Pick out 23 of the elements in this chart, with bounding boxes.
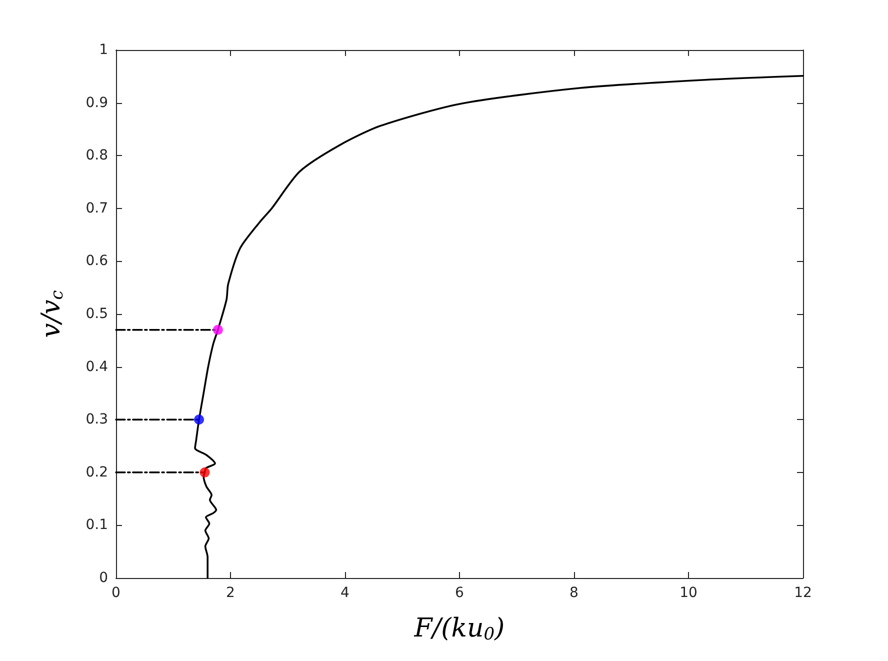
y-tick-label: 0 [99,570,108,586]
x-tick-label: 10 [680,585,698,601]
y-tick-label: 0.8 [86,148,108,164]
point [212,324,223,335]
y-tick-label: 0.3 [86,412,108,428]
x-tick-label: 2 [226,585,235,601]
x-tick-label: 0 [112,585,120,601]
y-tick-label: 0.5 [86,306,108,322]
point [200,467,210,478]
line-series [194,74,804,579]
point [194,414,204,425]
x-tick-label: 8 [570,585,578,601]
y-tick-label: 0.1 [86,517,108,534]
y-tick-label: 0.9 [86,94,108,111]
y-axis-title: v/vc [36,290,68,338]
x-tick-label: 6 [455,585,464,601]
y-tick-label: 0.7 [86,200,108,216]
y-tick-label: 1 [99,42,108,58]
x-tick-label: 4 [340,585,350,601]
x-tick-label: 12 [794,585,812,601]
y-tick-label: 0.6 [86,253,108,270]
y-tick-label: 0.2 [86,464,108,480]
y-tick-label: 0.4 [86,358,108,375]
